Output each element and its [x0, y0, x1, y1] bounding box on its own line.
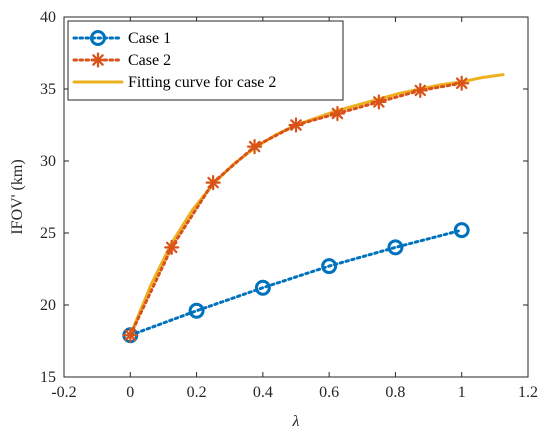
y-tick-label: 20 [40, 297, 56, 314]
legend-label-fitting-curve: Fitting curve for case 2 [128, 74, 276, 91]
data-point-case-1 [453, 222, 470, 239]
data-point-case-1 [188, 302, 205, 319]
y-tick-label: 15 [40, 369, 56, 386]
legend-marker-shape [90, 30, 106, 46]
x-axis-label: λ [292, 413, 300, 430]
ticks-layer: -0.2 0 0.2 0.4 0.6 0.8 1 1.2 15 20 25 30 35 40 [40, 9, 538, 401]
y-tick-label: 40 [40, 9, 56, 26]
data-point-case-2 [246, 139, 263, 155]
legend-marker-shape [90, 52, 106, 68]
legend-marker-case-1 [90, 30, 106, 46]
data-point-case-2 [412, 82, 428, 99]
legend-marker-case-2 [90, 52, 106, 68]
legend: Case 1 Case 2 Fitting curve for case 2 [67, 20, 344, 101]
series-layer [122, 73, 505, 344]
data-point-case-1 [387, 239, 404, 256]
data-point-case-2 [288, 117, 304, 133]
y-tick-label: 35 [40, 81, 56, 98]
data-point-case-2 [164, 239, 180, 255]
x-tick-label: -0.2 [51, 384, 76, 401]
series-line-fitting-curve-for-case-2 [128, 73, 505, 337]
y-axis-label: IFOV' (km) [9, 159, 26, 234]
x-tick-label: 1.2 [518, 384, 538, 401]
y-tick-label: 25 [40, 225, 56, 242]
x-tick-label: 0.6 [319, 384, 339, 401]
data-point-case-2 [454, 75, 470, 91]
x-tick-label: 0.2 [187, 384, 207, 401]
legend-label-case-1: Case 1 [128, 30, 171, 47]
data-point-case-2 [329, 105, 346, 122]
data-point-case-1 [321, 258, 338, 275]
legend-label-case-2: Case 2 [128, 52, 171, 69]
legend-item-fitting-curve: Fitting curve for case 2 [72, 74, 276, 91]
data-point-case-1 [254, 279, 271, 296]
y-tick-label: 30 [40, 153, 56, 170]
legend-item-case-1: Case 1 [72, 30, 171, 47]
x-tick-label: 0 [126, 384, 134, 401]
series-line-case-1 [128, 228, 464, 337]
data-point-case-2 [371, 94, 387, 110]
data-point-case-2 [205, 175, 221, 191]
x-tick-label: 0.4 [253, 384, 273, 401]
data-point-case-2 [122, 327, 138, 343]
x-tick-label: 0.8 [385, 384, 405, 401]
legend-item-case-2: Case 2 [72, 52, 171, 69]
x-tick-label: 1 [458, 384, 466, 401]
